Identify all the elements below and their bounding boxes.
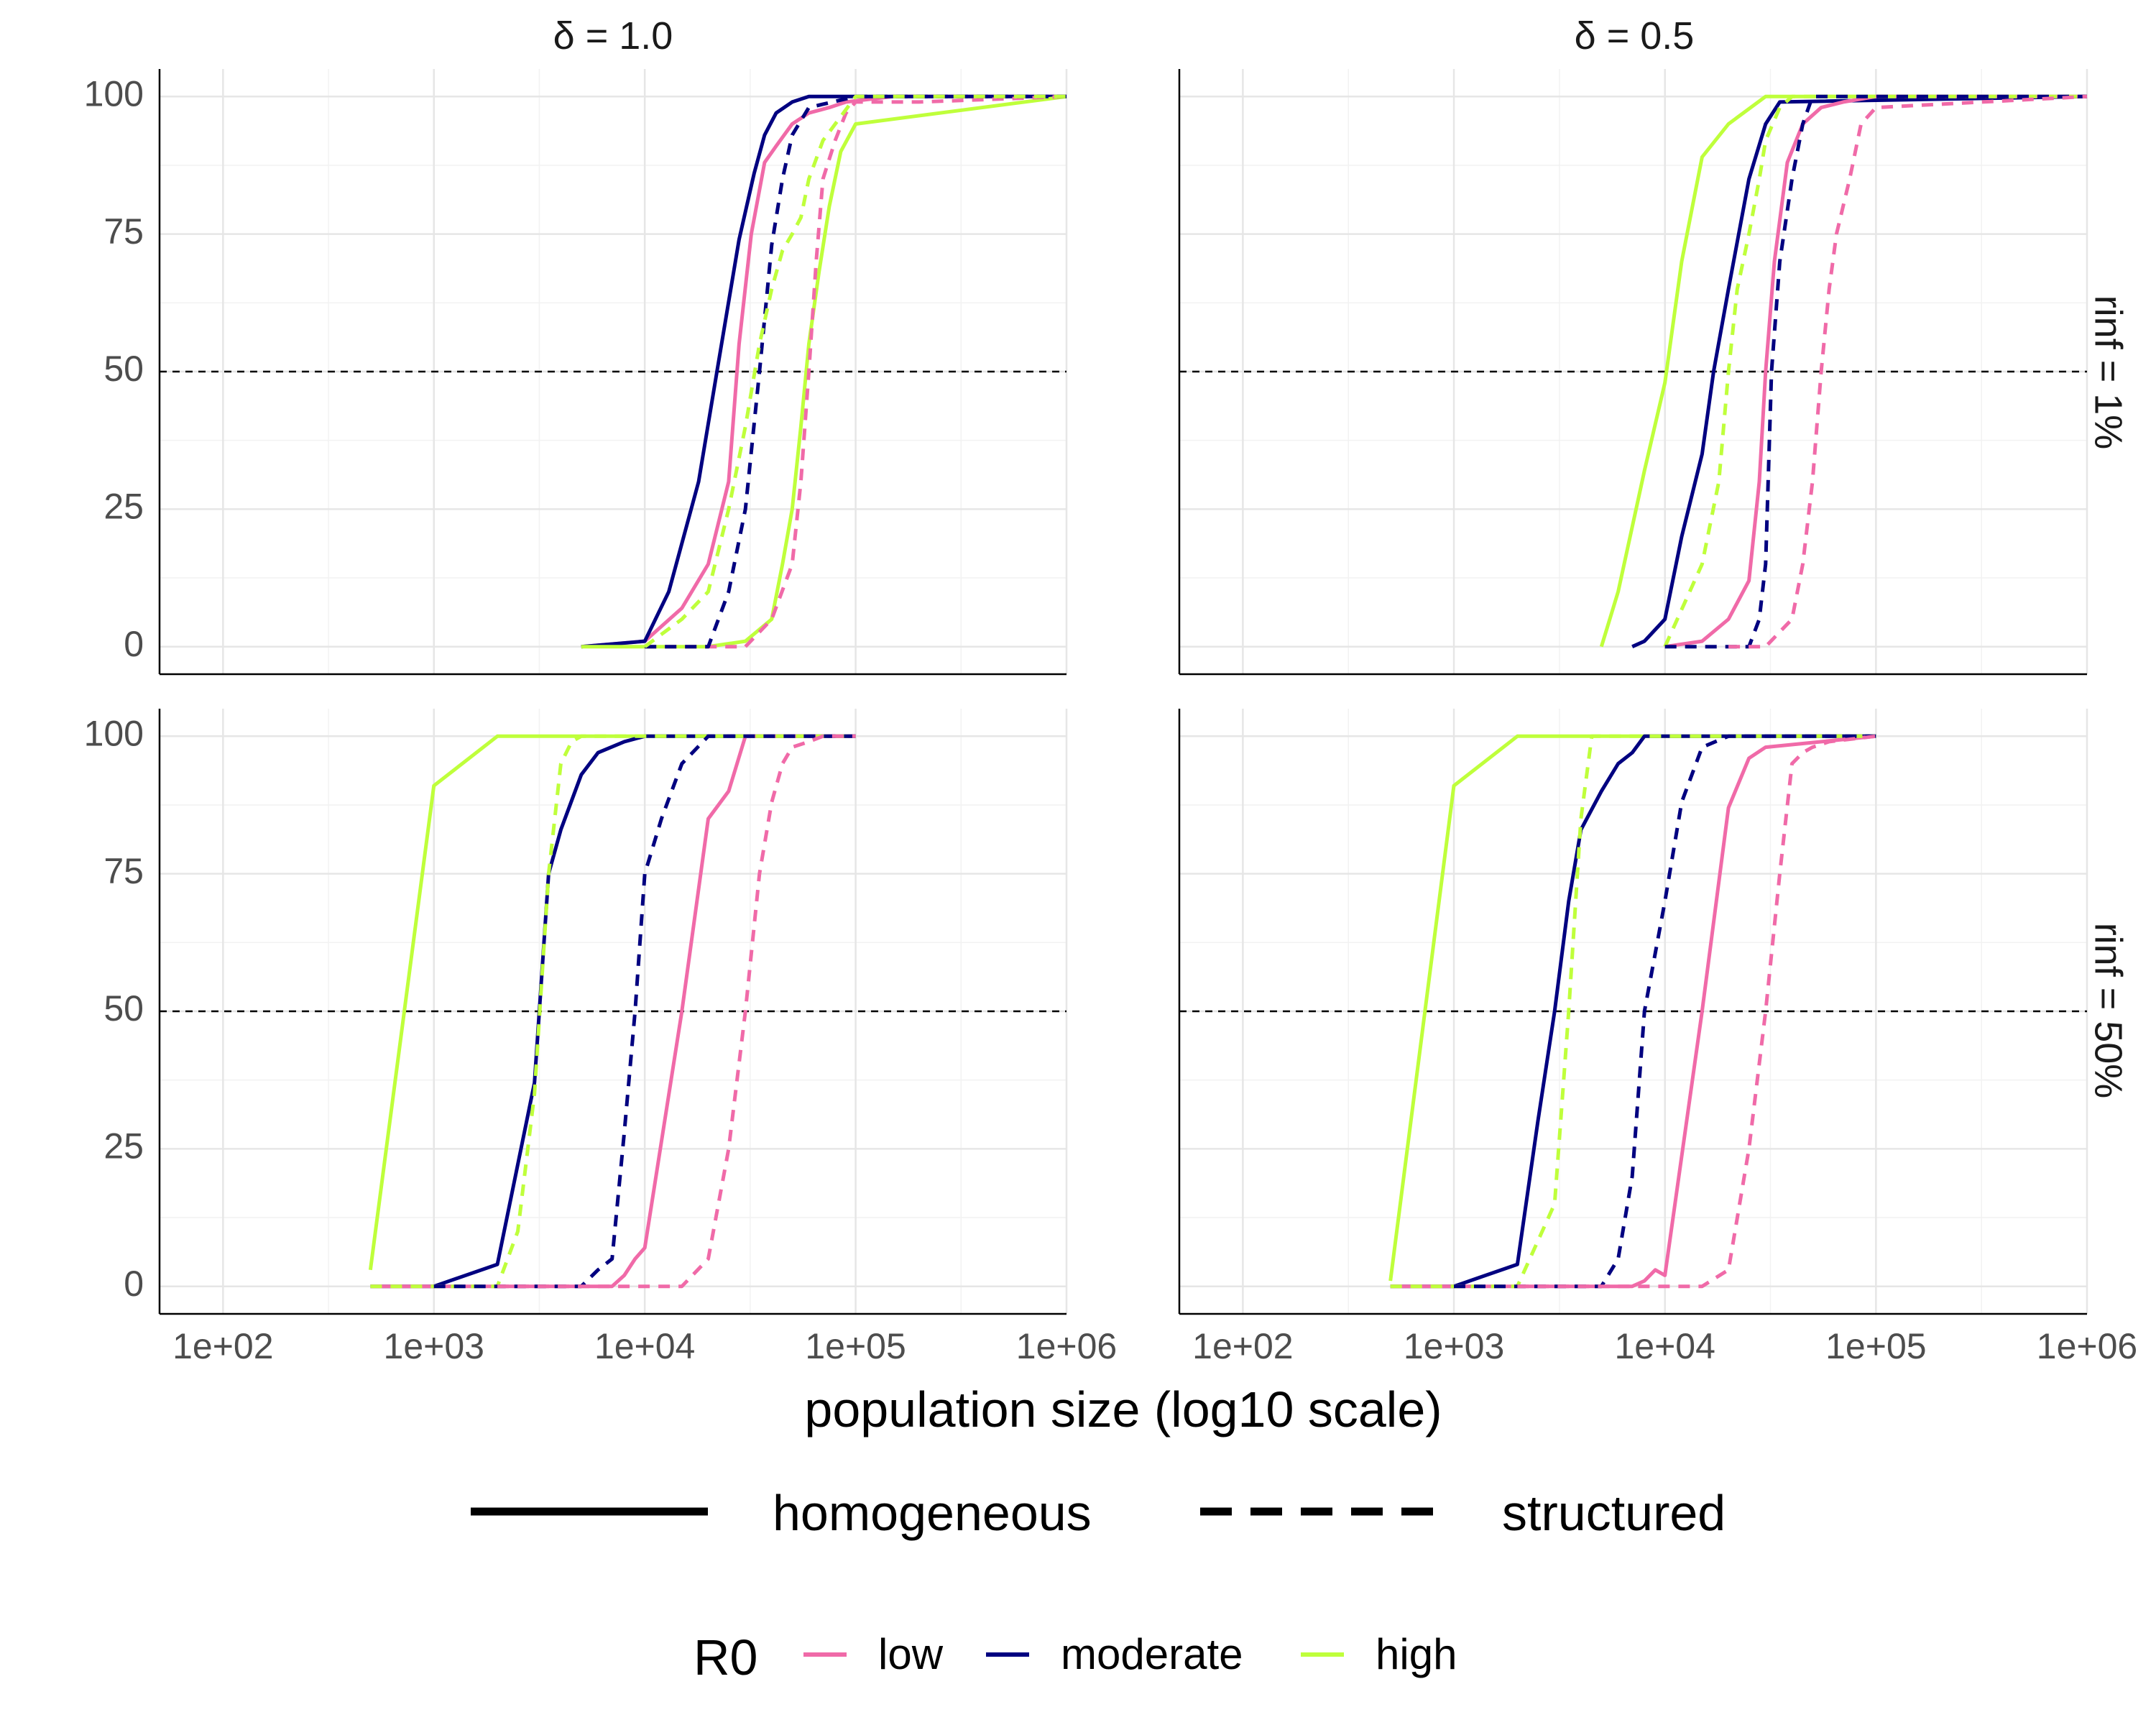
linetype-legend: homogeneous structured: [471, 1485, 1726, 1541]
series-line-low-homogeneous: [370, 734, 856, 1289]
color-legend: R0 low moderate high: [694, 1629, 1457, 1685]
series-line-low-structured: [1728, 94, 2088, 649]
legend-title-r0: R0: [694, 1629, 757, 1685]
y-tick-label: 75: [103, 851, 144, 891]
strip-col-2: δ = 0.5: [1575, 14, 1695, 58]
series-line-moderate-homogeneous: [370, 734, 856, 1289]
y-tick-label: 50: [103, 988, 144, 1029]
series-line-low-homogeneous: [1390, 734, 1876, 1289]
panel-r1-c1: 0 25 50 75 100: [84, 69, 1068, 676]
y-tick-label: 0: [124, 1264, 144, 1304]
panels-layer: 0 25 50 75 100 0 25 50 75 100 1e+02 1e+03 1e+04 1e+05…: [84, 69, 2137, 1366]
x-tick-label: 1e+03: [1404, 1326, 1504, 1366]
x-axis-title: population size (log10 scale): [804, 1381, 1442, 1438]
panel-r2-c2: 1e+02 1e+03 1e+04 1e+05 1e+06: [1178, 709, 2137, 1366]
x-tick-label: 1e+06: [1016, 1326, 1117, 1366]
legend-label-structured: structured: [1502, 1485, 1726, 1541]
x-tick-label: 1e+06: [2037, 1326, 2137, 1366]
x-tick-label: 1e+05: [1825, 1326, 1926, 1366]
series-line-moderate-homogeneous: [581, 94, 1067, 649]
series-line-high-structured: [370, 734, 856, 1289]
strip-col-1: δ = 1.0: [553, 14, 673, 58]
series-line-high-homogeneous: [581, 94, 1067, 649]
x-tick-label: 1e+04: [594, 1326, 695, 1366]
series-line-low-structured: [497, 734, 856, 1289]
y-tick-label: 25: [103, 1126, 144, 1167]
series-line-low-structured: [1517, 734, 1876, 1289]
x-tick-label: 1e+02: [1192, 1326, 1293, 1366]
legend-label-homogeneous: homogeneous: [773, 1485, 1092, 1541]
y-tick-label: 100: [84, 713, 144, 753]
series-line-moderate-structured: [1454, 734, 1876, 1289]
series-line-moderate-structured: [645, 94, 1067, 649]
legend-label-moderate: moderate: [1061, 1630, 1243, 1678]
legend-label-low: low: [878, 1630, 944, 1678]
x-tick-label: 1e+02: [172, 1326, 273, 1366]
series-line-low-homogeneous: [581, 94, 1067, 649]
series-line-low-structured: [645, 94, 1067, 649]
series-line-low-homogeneous: [1664, 94, 2087, 649]
series-line-moderate-structured: [1664, 94, 2087, 649]
y-tick-label: 0: [124, 624, 144, 664]
y-tick-label: 25: [103, 487, 144, 527]
strip-row-1: rinf = 1%: [2087, 295, 2130, 450]
panel-r1-c2: [1178, 69, 2088, 676]
series-line-moderate-structured: [433, 734, 856, 1289]
series-line-moderate-homogeneous: [1390, 734, 1876, 1289]
y-tick-label: 100: [84, 73, 144, 114]
strip-row-2: rinf = 50%: [2087, 923, 2130, 1099]
y-tick-label: 75: [103, 211, 144, 252]
y-tick-label: 50: [103, 349, 144, 389]
series-line-high-structured: [643, 94, 1067, 648]
x-tick-label: 1e+04: [1614, 1326, 1715, 1366]
series-line-moderate-homogeneous: [1631, 94, 2088, 648]
series-line-high-homogeneous: [1599, 94, 2087, 648]
x-tick-label: 1e+05: [805, 1326, 906, 1366]
legend-label-high: high: [1376, 1630, 1457, 1678]
panel-r2-c1: 0 25 50 75 100 1e+02 1e+03 1e+04 1e+05 1e+06: [84, 709, 1117, 1366]
series-line-high-structured: [1390, 734, 1876, 1289]
series-line-high-structured: [1663, 94, 2087, 648]
x-tick-label: 1e+03: [384, 1326, 484, 1366]
